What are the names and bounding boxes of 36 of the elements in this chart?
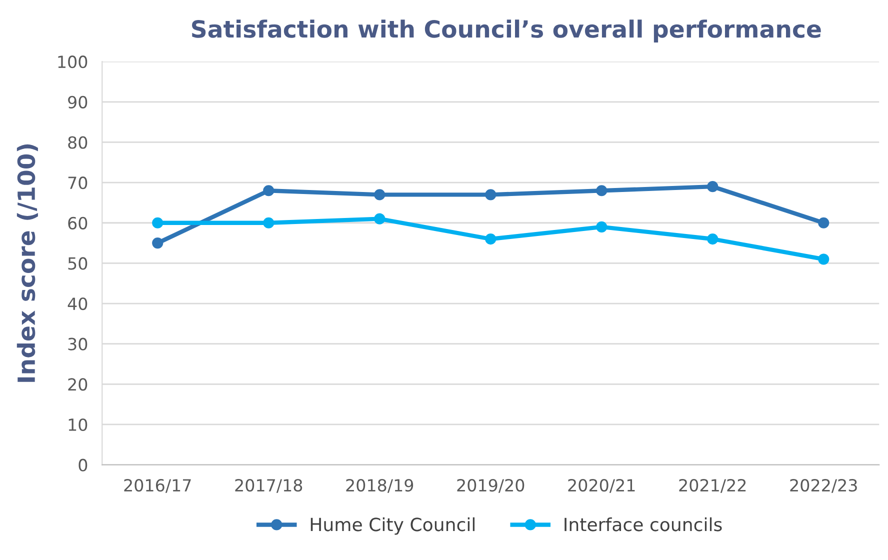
y-tick-label: 50	[68, 257, 88, 270]
y-tick-label: 0	[78, 458, 88, 472]
y-tick-label: 30	[68, 338, 88, 350]
legend-label: Interface councils	[564, 517, 722, 532]
x-tick-label: 2022/23	[790, 478, 857, 493]
x-tick-label: 2020/21	[568, 478, 635, 493]
x-tick-label: 2017/18	[235, 478, 302, 493]
y-tick-label: 60	[68, 216, 88, 230]
point	[707, 181, 718, 192]
point	[596, 221, 608, 232]
chart-title: Satisfaction with Council’s overall performance	[192, 20, 821, 42]
point	[596, 185, 608, 196]
point	[485, 189, 496, 200]
point	[374, 213, 386, 224]
point	[263, 185, 274, 196]
x-tick-label: 2021/22	[679, 478, 746, 493]
point	[152, 217, 164, 228]
y-tick-label: 70	[68, 176, 88, 190]
x-tick-label: 2016/17	[124, 478, 191, 493]
point	[263, 217, 274, 228]
point	[818, 254, 830, 265]
y-tick-label: 100	[58, 56, 88, 68]
y-tick-label: 40	[68, 297, 88, 310]
point	[374, 189, 386, 200]
legend-label: Hume City Council	[310, 517, 475, 535]
y-tick-label: 90	[68, 96, 88, 108]
x-tick-label: 2018/19	[346, 478, 414, 493]
y-tick-label: 20	[68, 378, 88, 391]
point	[818, 217, 830, 228]
x-tick-label: 2019/20	[457, 478, 524, 493]
y-axis-title: Index score (/100)	[16, 144, 38, 382]
point	[485, 233, 496, 245]
y-tick-label: 80	[68, 136, 88, 149]
y-tick-label: 10	[68, 418, 88, 432]
point	[707, 233, 718, 245]
point	[152, 237, 164, 249]
